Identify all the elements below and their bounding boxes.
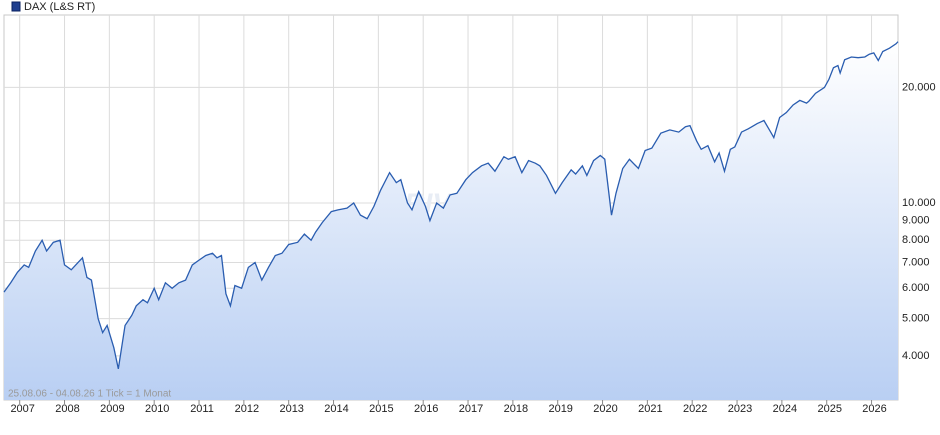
legend-swatch <box>11 1 21 12</box>
x-tick-label: 2025 <box>817 403 841 415</box>
legend-label: DAX (L&S RT) <box>24 1 95 13</box>
x-tick-label: 2022 <box>683 403 707 415</box>
x-tick-label: 2017 <box>459 403 483 415</box>
y-tick-label: 8.000 <box>902 234 930 246</box>
x-tick-label: 2016 <box>414 403 438 415</box>
y-tick-label: 10.000 <box>902 197 936 209</box>
x-tick-label: 2008 <box>55 403 79 415</box>
subtitle: 25.08.06 - 04.08.26 1 Tick = 1 Monat <box>8 389 171 400</box>
x-tick-label: 2023 <box>728 403 752 415</box>
x-tick-label: 2024 <box>773 403 797 415</box>
x-tick-label: 2019 <box>548 403 572 415</box>
y-tick-label: 9.000 <box>902 215 930 227</box>
x-tick-label: 2013 <box>279 403 303 415</box>
y-tick-label: 4.000 <box>902 350 930 362</box>
x-tick-label: 2007 <box>10 403 34 415</box>
y-tick-label: 5.000 <box>902 313 930 325</box>
y-tick-label: 6.000 <box>902 282 930 294</box>
x-tick-label: 2020 <box>593 403 617 415</box>
x-tick-label: 2026 <box>862 403 886 415</box>
x-tick-label: 2021 <box>638 403 662 415</box>
line <box>3 41 899 370</box>
x-tick-label: 2018 <box>504 403 528 415</box>
x-tick-label: 2012 <box>235 403 259 415</box>
y-tick-label: 20.000 <box>902 81 936 93</box>
x-tick-label: 2011 <box>190 403 214 415</box>
x-tick-label: 2009 <box>100 403 124 415</box>
x-tick-label: 2014 <box>324 403 348 415</box>
y-tick-label: 7.000 <box>902 256 930 268</box>
x-tick-label: 2015 <box>369 403 393 415</box>
x-tick-label: 2010 <box>145 403 169 415</box>
